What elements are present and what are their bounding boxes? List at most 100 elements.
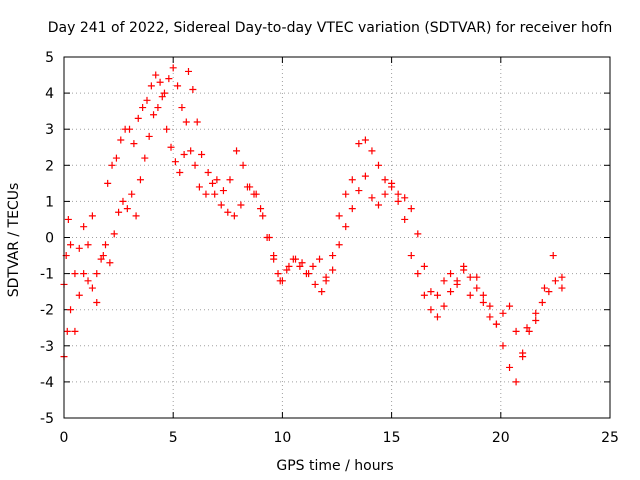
- data-point: [318, 288, 326, 296]
- data-point: [184, 67, 192, 75]
- data-point: [361, 136, 369, 144]
- data-point: [230, 212, 238, 220]
- data-point: [250, 190, 258, 198]
- data-point: [414, 270, 422, 278]
- data-point: [309, 262, 317, 270]
- data-point: [427, 306, 435, 314]
- data-point: [143, 96, 151, 104]
- data-point: [71, 327, 79, 335]
- x-tick-label: 10: [273, 430, 291, 446]
- data-point: [440, 302, 448, 310]
- data-point: [473, 284, 481, 292]
- data-point: [433, 313, 441, 321]
- data-point: [486, 302, 494, 310]
- data-point: [361, 172, 369, 180]
- data-point: [154, 104, 162, 112]
- data-point: [84, 241, 92, 249]
- data-point: [512, 327, 520, 335]
- data-point: [447, 270, 455, 278]
- data-point: [224, 208, 232, 216]
- y-tick-label: 3: [45, 122, 54, 138]
- y-axis-label: SDTVAR / TECUs: [6, 183, 22, 298]
- data-point: [219, 187, 227, 195]
- data-point: [479, 291, 487, 299]
- data-point: [414, 230, 422, 238]
- data-point: [182, 118, 190, 126]
- data-point: [460, 262, 468, 270]
- data-point: [532, 309, 540, 317]
- data-point: [104, 179, 112, 187]
- x-axis-label: GPS time / hours: [276, 458, 393, 474]
- data-point: [237, 201, 245, 209]
- data-point: [276, 277, 284, 285]
- data-point: [558, 273, 566, 281]
- data-point: [394, 197, 402, 205]
- data-point: [132, 212, 140, 220]
- data-point: [394, 190, 402, 198]
- data-point: [239, 161, 247, 169]
- data-point: [64, 215, 72, 223]
- data-point: [388, 179, 396, 187]
- data-point: [202, 190, 210, 198]
- data-point: [381, 190, 389, 198]
- plot-frame: [63, 56, 611, 419]
- data-point: [145, 132, 153, 140]
- data-point: [176, 169, 184, 177]
- data-point: [152, 71, 160, 79]
- y-tick-label: -4: [40, 375, 54, 391]
- data-point: [204, 169, 212, 177]
- data-point: [156, 78, 164, 86]
- data-point: [420, 262, 428, 270]
- data-point: [381, 176, 389, 184]
- data-point: [195, 183, 203, 191]
- data-point: [322, 273, 330, 281]
- data-point: [75, 244, 83, 252]
- data-point: [283, 266, 291, 274]
- data-point: [263, 234, 271, 241]
- data-point: [158, 93, 166, 101]
- data-point: [401, 215, 409, 223]
- data-point: [141, 154, 149, 162]
- data-point: [189, 85, 197, 93]
- data-point: [217, 201, 225, 209]
- data-point: [187, 147, 195, 155]
- data-point: [368, 194, 376, 202]
- data-point: [169, 64, 177, 72]
- data-point: [226, 176, 234, 184]
- data-point: [174, 82, 182, 90]
- y-tick-label: 1: [45, 194, 54, 210]
- grid: [64, 57, 610, 418]
- x-tick-label: 25: [601, 430, 619, 446]
- data-point: [473, 273, 481, 281]
- data-point: [479, 298, 487, 306]
- data-point: [67, 306, 75, 314]
- data-point: [545, 288, 553, 296]
- data-point: [147, 82, 155, 90]
- data-point: [63, 327, 71, 335]
- data-point: [355, 187, 363, 195]
- data-point: [433, 291, 441, 299]
- data-point: [329, 252, 337, 260]
- data-point: [243, 183, 251, 191]
- data-point: [139, 104, 147, 112]
- data-point: [420, 291, 428, 299]
- data-point: [257, 205, 265, 213]
- axis-ticks: 0 5 10 15 20 25 -5 -4 -3 -2 -1 0 1 2 3 4 5: [40, 50, 619, 446]
- data-point: [316, 255, 324, 263]
- data-point: [407, 205, 415, 213]
- data-point: [289, 255, 297, 263]
- data-point: [136, 176, 144, 184]
- data-point: [259, 212, 267, 220]
- data-point: [80, 223, 88, 231]
- data-point: [342, 190, 350, 198]
- data-point: [374, 201, 382, 209]
- data-point: [106, 259, 114, 267]
- data-point: [311, 280, 319, 288]
- data-point: [374, 161, 382, 169]
- data-markers: [60, 64, 566, 386]
- data-point: [447, 288, 455, 296]
- data-point: [110, 230, 118, 238]
- data-point: [335, 212, 343, 220]
- data-point: [112, 154, 120, 162]
- data-point: [551, 277, 559, 285]
